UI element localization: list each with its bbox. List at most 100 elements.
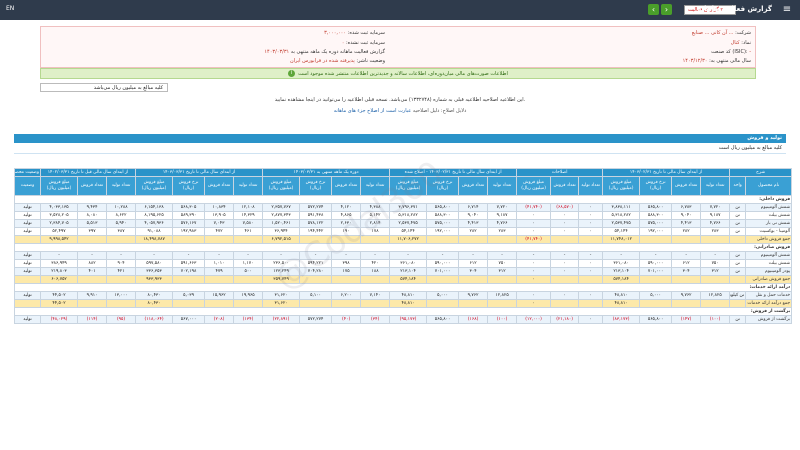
table-cell: ۴,۱۲۰ xyxy=(331,203,362,212)
table-cell: ۰ xyxy=(550,291,580,300)
table-cell xyxy=(172,275,206,284)
table-cell xyxy=(578,299,604,308)
production-sales-table: شرح از ابتدای سال مالی تا تاریخ ۱۴۰۳/۰۲/۳… xyxy=(13,168,793,324)
table-cell xyxy=(172,299,206,308)
table-cell: ۹,۰۴۰ xyxy=(671,211,702,220)
table-cell: ۷,۷۲۰ xyxy=(487,203,518,212)
table-cell: ۱,۰۱۰ xyxy=(204,259,235,268)
column-header: تعداد فروش xyxy=(458,176,489,196)
table-cell: (۴۸,۰۲۹) xyxy=(39,315,79,324)
amendment-reason-link[interactable]: عبارت است از اصلاح جزء های ماهانه xyxy=(333,108,412,114)
table-cell: (۳۴) xyxy=(360,315,391,324)
table-cell: ۴۷۲ xyxy=(204,227,235,236)
table-cell: ۴۸,۸۱۰ xyxy=(389,299,428,308)
column-header: تعداد فروش xyxy=(77,176,108,196)
table-cell: ۹,۹۹۸,۵۴۲ xyxy=(39,235,79,244)
table-cell xyxy=(550,275,580,284)
table-cell: ۳۹۸ xyxy=(331,259,362,268)
table-cell: ۳۸۷ xyxy=(106,227,137,236)
table-cell: تن xyxy=(729,251,747,260)
table-cell: ۵۹۱,۴۳۸ xyxy=(299,211,333,220)
table-cell: ۹,۹۱۰ xyxy=(77,291,108,300)
capital-value: ۳,۰۰۰,۰۰۰ xyxy=(324,30,347,36)
next-button[interactable]: › xyxy=(661,4,672,15)
table-cell: ۱۹۰ xyxy=(331,227,362,236)
table-cell: - xyxy=(172,251,206,260)
production-sales-panel: تولید و فروش کلیه مبالغ به میلیون ریال ا… xyxy=(13,134,793,450)
table-cell xyxy=(426,275,460,284)
table-cell: ۵۷۵,۰۰۰ xyxy=(426,219,460,228)
table-cell: ۵۹۱,۶۶۳ xyxy=(172,259,206,268)
table-cell: ۵۴,۱۴۴ xyxy=(389,227,428,236)
table-cell: (۴۱,۷۴۰) xyxy=(516,235,552,244)
table-cell xyxy=(331,299,362,308)
table-row: شمش بیلت تن ۹,۱۸۷ ۹,۰۴۰ ۵۸۸,۳۰۰ ۵,۳۱۸,۲۸۲ ۰ ۰ ۰ ۹… xyxy=(14,211,793,220)
company-value: ... آن کانی ... صنایع xyxy=(691,30,734,36)
table-cell: ۵,۵۱۳ xyxy=(77,219,108,228)
column-header: تعداد تولید xyxy=(233,176,264,196)
group-header: از ابتدای سال مالی تا تاریخ ۱۴۰۳/۰۲/۳۱ xyxy=(602,168,731,177)
table-cell xyxy=(360,299,391,308)
table-cell: (۱۳۴) xyxy=(233,315,264,324)
table-cell: ۵۷۵,۰۰۰ xyxy=(639,219,673,228)
amounts-note-box: کلیه مبالغ به میلیون ریال می‌باشد xyxy=(40,83,168,92)
chevron-left-icon: ‹ xyxy=(651,5,656,14)
table-cell: ۵۷۴,۱۸۴ xyxy=(389,275,428,284)
table-cell: ۵۹۰,۰۰۰ xyxy=(426,259,460,268)
product-name: شمش بیلت xyxy=(745,259,793,268)
section-row: درآمد ارائه خدمات: xyxy=(13,283,793,292)
table-cell: (۱۶۸) xyxy=(458,315,489,324)
table-cell xyxy=(172,235,206,244)
table-cell: ۳۱۲ xyxy=(487,267,518,276)
table-cell: - xyxy=(700,251,731,260)
table-cell: ۳۶۱,۰۸۰ xyxy=(389,259,428,268)
table-cell xyxy=(106,235,137,244)
prev-button[interactable]: ‹ xyxy=(648,4,659,15)
amendment-description: این اطلاعیه اصلاحیه اطلاعیه قبلی به شمار… xyxy=(274,97,526,103)
panel-subtitle: کلیه مبالغ به میلیون ریال است xyxy=(14,143,786,154)
table-cell: ۱,۵۲۰,۴۶۱ xyxy=(262,219,301,228)
isic-value: - xyxy=(749,49,751,55)
group-header: از ابتدای سال مالی قبل تا تاریخ ۱۴۰۲/۰۳/… xyxy=(39,168,137,177)
table-cell xyxy=(204,235,235,244)
table-cell xyxy=(487,235,518,244)
section-row: فروش صادراتی: xyxy=(13,243,793,252)
company-info-box: شرکت: ... آن کانی ... صنایع نماد: کنال ک… xyxy=(40,26,756,68)
table-cell: ۵۸۸,۳۰۰ xyxy=(426,211,460,220)
table-cell: ۰ xyxy=(550,267,580,276)
table-cell xyxy=(331,235,362,244)
table-cell xyxy=(671,235,702,244)
table-cell: تن xyxy=(729,211,747,220)
column-header: نرخ فروش (ریال) xyxy=(172,176,206,196)
hamburger-icon[interactable]: ≡ xyxy=(782,4,792,15)
column-header: نرخ فروش (ریال) xyxy=(426,176,460,196)
table-cell: ۴,۴۱۳ xyxy=(671,219,702,228)
amendment-reason-lead: دلایل اصلاح: دلیل اصلاحیه xyxy=(412,108,467,114)
table-cell: ۰ xyxy=(578,227,604,236)
table-cell: تولید xyxy=(14,251,41,260)
table-cell: (۲۰۸) xyxy=(204,315,235,324)
table-cell: (۱۱۴) xyxy=(77,315,108,324)
table-cell: ۱۲,۸۲۵ xyxy=(700,291,731,300)
table-cell: ۰ xyxy=(516,211,552,220)
table-cell: تن xyxy=(729,219,747,228)
table-cell xyxy=(729,299,747,308)
report-type-select[interactable]: گزارش فعالیت ▾ xyxy=(684,5,736,15)
table-cell: (۱۱۸,۰۶۴) xyxy=(135,315,174,324)
report-type-value: گزارش فعالیت xyxy=(688,7,719,13)
table-cell: ۱۷۵ xyxy=(331,267,362,276)
table-cell: تولید xyxy=(14,227,41,236)
table-cell: - xyxy=(487,251,518,260)
table-cell: ۰ xyxy=(516,219,552,228)
column-header: مبلغ فروش (میلیون ریال) xyxy=(516,176,552,196)
table-cell: ۵۸۸,۳۰۰ xyxy=(639,211,673,220)
table-cell: ۱۲۳,۲۴۹ xyxy=(262,267,301,276)
language-switch[interactable]: EN xyxy=(6,5,15,12)
column-header: تعداد تولید xyxy=(360,176,391,196)
table-cell: ۵,۰۳۹ xyxy=(172,291,206,300)
table-cell xyxy=(671,275,702,284)
table-cell: - xyxy=(516,251,552,260)
table-cell: ۴,۸۶۵ xyxy=(331,211,362,220)
table-cell: (۹۵) xyxy=(106,315,137,324)
